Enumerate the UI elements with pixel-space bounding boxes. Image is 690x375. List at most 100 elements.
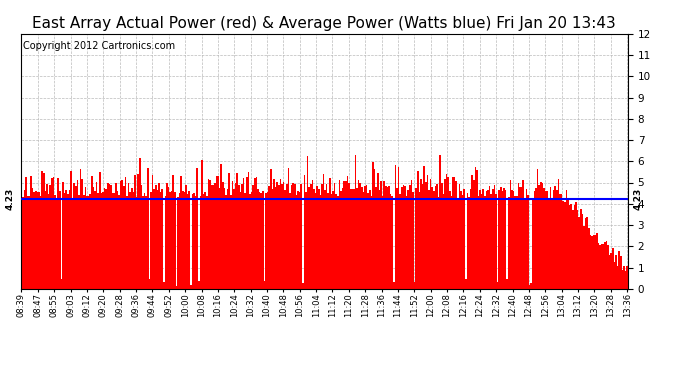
Bar [78,195,80,289]
Bar [169,192,171,289]
Bar [602,244,604,289]
Bar [300,184,302,289]
Bar [328,193,329,289]
Bar [342,188,344,289]
Bar [161,189,163,289]
Bar [294,184,295,289]
Bar [384,181,385,289]
Bar [201,160,203,289]
Bar [398,167,400,289]
Bar [90,194,91,289]
Bar [304,175,305,289]
Bar [388,186,390,289]
Bar [97,193,99,289]
Bar [265,193,267,289]
Bar [457,198,459,289]
Bar [187,194,188,289]
Bar [286,184,288,289]
Bar [95,191,96,289]
Bar [80,169,81,289]
Bar [489,186,491,289]
Bar [91,176,92,289]
Bar [345,181,346,289]
Bar [192,194,193,289]
Bar [177,197,179,289]
Bar [437,197,440,289]
Bar [249,194,250,289]
Bar [564,201,566,289]
Bar [569,205,571,289]
Bar [543,188,545,289]
Bar [609,255,611,289]
Bar [540,182,542,289]
Bar [372,162,374,289]
Bar [571,204,572,289]
Bar [203,194,204,289]
Bar [307,156,308,289]
Bar [465,279,466,289]
Bar [86,196,88,289]
Bar [567,200,569,289]
Bar [417,171,419,289]
Bar [548,200,550,289]
Bar [355,155,356,289]
Bar [435,186,436,289]
Bar [462,195,463,289]
Bar [146,196,147,289]
Bar [359,183,361,289]
Bar [615,255,617,289]
Bar [284,190,286,289]
Bar [155,185,157,289]
Bar [273,178,275,289]
Bar [344,180,345,289]
Bar [326,184,328,289]
Bar [521,187,522,289]
Bar [406,196,407,289]
Bar [324,190,326,289]
Bar [561,194,562,289]
Bar [228,173,230,289]
Bar [55,195,56,289]
Bar [123,186,125,289]
Bar [72,198,73,289]
Bar [531,283,532,289]
Bar [40,195,41,289]
Bar [32,188,34,289]
Bar [414,282,415,289]
Bar [510,180,511,289]
Bar [516,196,518,289]
Title: East Array Actual Power (red) & Average Power (Watts blue) Fri Jan 20 13:43: East Array Actual Power (red) & Average … [32,16,616,31]
Bar [168,186,169,289]
Bar [411,180,412,289]
Bar [159,192,161,289]
Bar [142,196,144,289]
Bar [339,180,340,289]
Bar [311,180,313,289]
Bar [70,171,72,289]
Bar [460,191,462,289]
Bar [117,190,118,289]
Bar [186,185,187,289]
Bar [64,193,66,289]
Bar [174,192,176,289]
Bar [433,191,435,289]
Bar [578,217,580,289]
Bar [513,191,515,289]
Bar [277,182,278,289]
Bar [321,184,323,289]
Bar [318,189,319,289]
Bar [622,270,623,289]
Bar [391,196,393,289]
Bar [61,279,62,289]
Bar [26,177,27,289]
Bar [150,192,152,289]
Bar [275,186,277,289]
Bar [75,186,77,289]
Bar [475,167,476,289]
Bar [197,168,198,289]
Bar [283,182,284,289]
Bar [190,285,192,289]
Bar [176,286,177,289]
Bar [272,189,273,289]
Bar [308,187,310,289]
